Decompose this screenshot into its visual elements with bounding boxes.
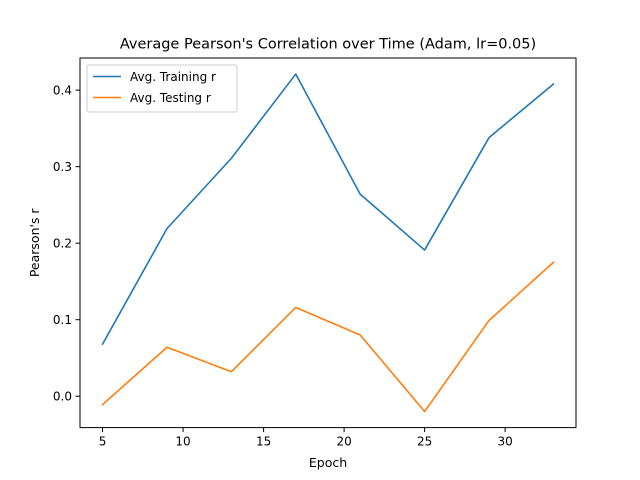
chart-title: Average Pearson's Correlation over Time … [120,37,536,53]
series-line-0 [101,73,555,346]
y-tick-label: 0.1 [53,313,72,327]
legend-box [86,64,238,113]
x-tick-label: 25 [417,435,432,449]
y-tick-label: 0.4 [53,83,72,97]
legend-label-testing: Avg. Testing r [130,91,211,105]
x-axis-label: Epoch [309,455,347,470]
x-tick-label: 10 [175,435,190,449]
y-tick-label: 0.2 [53,236,72,250]
x-tick-label: 5 [99,435,107,449]
x-axis-ticks: 5 10 15 20 25 30 [99,427,513,449]
series-line-1 [101,261,555,413]
y-axis-label: Pearson's r [27,208,42,278]
x-tick-label: 20 [336,435,351,449]
y-tick-label: 0.3 [53,160,72,174]
y-tick-label: 0.0 [53,390,72,404]
legend: Avg. Training r Avg. Testing r [86,64,238,113]
legend-label-training: Avg. Training r [130,70,216,84]
y-axis-ticks: 0.0 0.1 0.2 0.3 0.4 [53,83,80,404]
plot-lines [101,73,555,413]
x-tick-label: 30 [498,435,513,449]
x-tick-label: 15 [256,435,271,449]
